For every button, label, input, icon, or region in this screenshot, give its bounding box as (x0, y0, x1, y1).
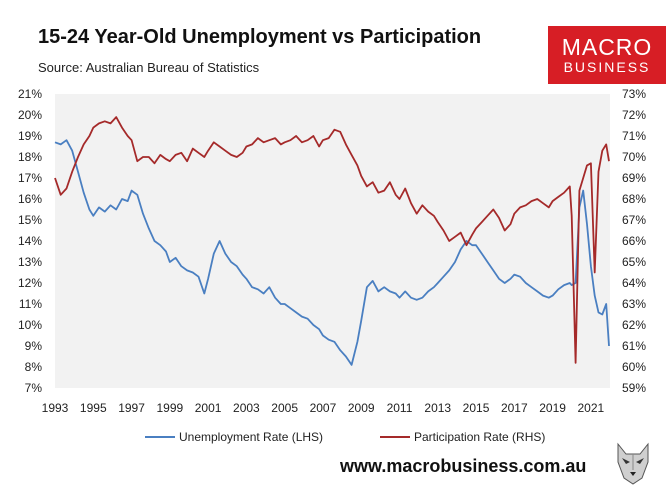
legend: Unemployment Rate (LHS) Participation Rat… (145, 430, 545, 444)
y-right-tick-label: 66% (622, 234, 646, 248)
y-left-tick-label: 18% (18, 150, 42, 164)
logo-line-1: MACRO (561, 34, 653, 60)
y-right-tick-label: 60% (622, 360, 646, 374)
x-tick-label: 2019 (539, 401, 566, 415)
y-left-tick-label: 10% (18, 318, 42, 332)
y-left-tick-label: 19% (18, 129, 42, 143)
y-right-tick-label: 70% (622, 150, 646, 164)
y-right-tick-label: 59% (622, 381, 646, 395)
x-tick-label: 2021 (578, 401, 605, 415)
x-tick-label: 2013 (424, 401, 451, 415)
plot-area (55, 94, 610, 388)
x-tick-label: 1993 (42, 401, 69, 415)
y-left-tick-label: 12% (18, 276, 42, 290)
y-right-tick-label: 62% (622, 318, 646, 332)
unemployment-rate-line (54, 139, 610, 366)
y-left-tick-label: 17% (18, 171, 42, 185)
x-tick-label: 1999 (156, 401, 183, 415)
series-layer (54, 116, 610, 366)
y-right-tick-label: 69% (622, 171, 646, 185)
y-left-tick-label: 8% (25, 360, 43, 374)
y-left-tick-label: 15% (18, 213, 42, 227)
y-left-tick-label: 13% (18, 255, 42, 269)
y-right-tick-label: 72% (622, 108, 646, 122)
website-url: www.macrobusiness.com.au (340, 456, 587, 476)
y-left-tick-label: 7% (25, 381, 43, 395)
x-tick-label: 2007 (310, 401, 337, 415)
y-left-tick-label: 16% (18, 192, 42, 206)
y-right-tick-label: 67% (622, 213, 646, 227)
legend-label: Participation Rate (RHS) (414, 430, 545, 444)
y-left-tick-label: 20% (18, 108, 42, 122)
logo-line-2: BUSINESS (563, 59, 651, 75)
wolf-head-icon (612, 440, 654, 486)
x-tick-label: 2017 (501, 401, 528, 415)
y-right-tick-label: 63% (622, 297, 646, 311)
x-tick-label: 2009 (348, 401, 375, 415)
macrobusiness-logo: MACRO BUSINESS (548, 26, 666, 84)
y-left-tick-label: 11% (19, 297, 42, 311)
y-left-tick-label: 21% (18, 87, 42, 101)
y-right-tick-label: 68% (622, 192, 646, 206)
y-axis-right: 59% 60% 61% 62% 63% 64% 65% 66% 67% 68% 69% 70% 71% 7… (622, 87, 646, 395)
x-tick-label: 2003 (233, 401, 260, 415)
x-tick-label: 2015 (463, 401, 490, 415)
participation-rate-line (54, 116, 610, 364)
y-left-tick-label: 9% (25, 339, 43, 353)
y-axis-left: 7% 8% 9% 10% 11% 12% 13% 14% 15% 16% 17% 18% 19% 20% 2… (18, 87, 42, 395)
legend-label: Unemployment Rate (LHS) (179, 430, 323, 444)
y-right-tick-label: 61% (622, 339, 646, 353)
x-tick-label: 1995 (80, 401, 107, 415)
x-tick-label: 1997 (118, 401, 145, 415)
chart-title: 15-24 Year-Old Unemployment vs Participa… (38, 26, 482, 48)
y-left-tick-label: 14% (18, 234, 42, 248)
y-right-tick-label: 64% (622, 276, 646, 290)
x-tick-label: 2001 (195, 401, 222, 415)
x-tick-label: 2005 (271, 401, 298, 415)
x-axis: 1993 1995 1997 1999 2001 2003 2005 2007 2009 2011… (42, 401, 605, 415)
y-right-tick-label: 65% (622, 255, 646, 269)
y-right-tick-label: 73% (622, 87, 646, 101)
x-tick-label: 2011 (387, 401, 413, 415)
chart-subtitle: Source: Australian Bureau of Statistics (38, 60, 260, 75)
y-right-tick-label: 71% (622, 129, 646, 143)
